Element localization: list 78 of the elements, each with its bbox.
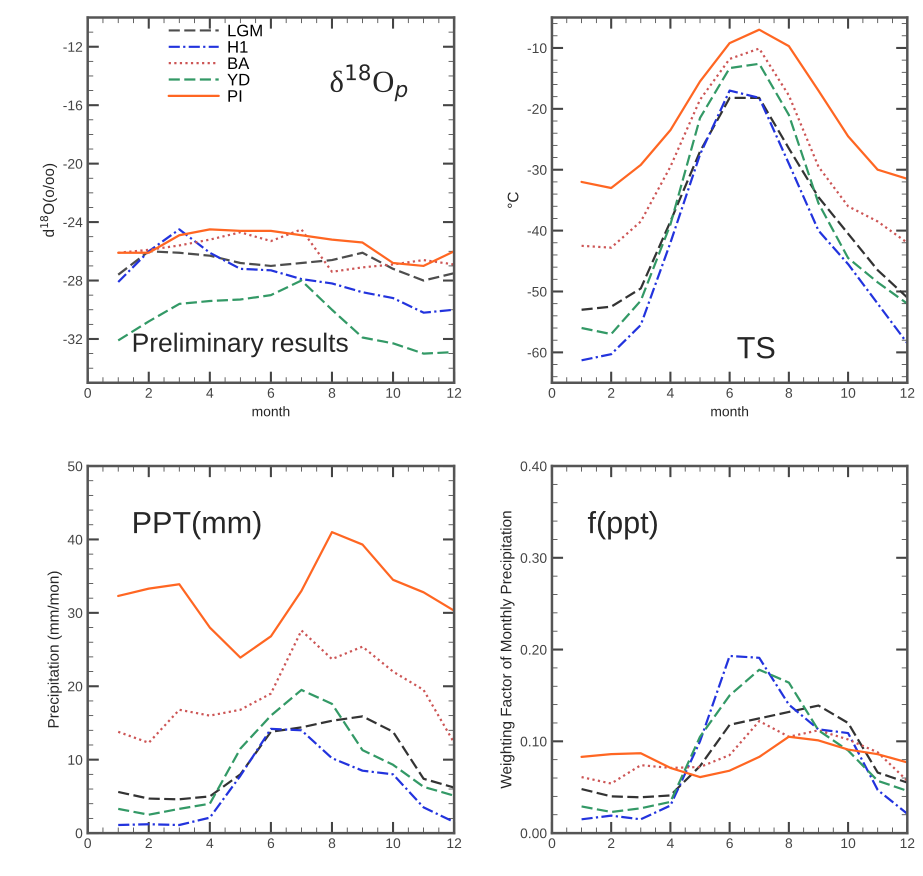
x-tick-label: 2 <box>146 388 152 398</box>
y-tick-label: 0.00 <box>520 828 547 838</box>
legend-label: YD <box>227 74 250 86</box>
line-series <box>580 96 908 311</box>
x-tick-label: 4 <box>666 388 674 398</box>
x-tick-label: 6 <box>268 388 274 398</box>
annotation: δ$^{18}$O$_{p}$ <box>330 64 408 102</box>
y-axis-title: Weighting Factor of Monthly Precipitation <box>500 511 515 789</box>
x-tick-label: 10 <box>386 838 400 848</box>
x-tick-label: 10 <box>386 388 400 398</box>
y-tick-label: -10 <box>528 43 547 54</box>
annotation: PPT(mm) <box>134 510 260 540</box>
y-tick-label: -50 <box>528 286 547 297</box>
legend-label: PI <box>228 90 242 102</box>
y-tick-label: -20 <box>528 104 547 114</box>
x-tick-label: 0 <box>84 838 92 848</box>
y-tick-label: 30 <box>68 608 82 618</box>
annotation: Preliminary results <box>134 332 348 358</box>
y-tick-label: -30 <box>528 165 547 175</box>
y-tick-label: 10 <box>68 755 82 765</box>
x-tick-label: 0 <box>548 388 556 398</box>
x-tick-label: 0 <box>84 388 92 398</box>
x-tick-label: 12 <box>900 388 914 398</box>
y-tick-label: -28 <box>63 276 82 286</box>
legend-label: BA <box>228 58 250 70</box>
y-axis-title: d$^{18}$O(o/oo) <box>40 164 58 237</box>
x-tick-label: 4 <box>666 838 674 848</box>
x-tick-label: 2 <box>608 388 614 398</box>
y-tick-label: 20 <box>68 682 82 692</box>
y-tick-label: -16 <box>63 100 82 110</box>
x-tick-label: 10 <box>841 838 856 848</box>
line-series <box>117 688 454 816</box>
legend-label: LGM <box>228 24 262 36</box>
x-axis-title: month <box>711 406 748 416</box>
y-tick-label: -40 <box>528 226 547 236</box>
x-tick-label: 12 <box>447 388 462 398</box>
line-series <box>580 736 908 778</box>
x-tick-label: 6 <box>726 388 733 398</box>
y-tick-label: 0.30 <box>520 553 547 563</box>
annotation: TS <box>737 336 774 359</box>
y-tick-label: -60 <box>528 348 547 358</box>
y-tick-label: -24 <box>63 217 82 228</box>
x-axis-title: month <box>252 406 290 416</box>
x-tick-label: 8 <box>328 838 336 848</box>
line-series <box>580 704 908 798</box>
y-tick-label: 0 <box>76 828 82 838</box>
annotation: f(ppt) <box>588 510 657 540</box>
line-series <box>580 28 908 190</box>
line-series <box>117 715 454 800</box>
x-tick-label: 2 <box>146 838 152 848</box>
y-tick-label: 40 <box>68 534 82 545</box>
x-tick-label: 12 <box>900 838 914 848</box>
x-tick-label: 4 <box>206 388 214 398</box>
x-tick-label: 2 <box>608 838 614 848</box>
x-tick-label: 8 <box>786 838 792 848</box>
y-axis-title: Precipitation (mm/mon) <box>48 572 62 728</box>
x-tick-label: 8 <box>786 388 792 398</box>
y-tick-label: 0.20 <box>520 644 547 655</box>
y-tick-label: -32 <box>63 334 82 344</box>
y-tick-label: 0.40 <box>520 461 547 472</box>
x-tick-label: 12 <box>447 838 462 848</box>
y-tick-label: 0.10 <box>520 736 547 746</box>
x-tick-label: 6 <box>268 838 274 848</box>
x-tick-label: 10 <box>841 388 856 398</box>
y-tick-label: -20 <box>63 158 82 169</box>
line-series <box>580 47 908 249</box>
y-tick-label: 50 <box>68 461 82 472</box>
y-tick-label: -12 <box>63 42 82 52</box>
line-series <box>580 89 908 362</box>
legend-label: H1 <box>228 41 248 53</box>
y-axis-title: °C <box>508 192 518 208</box>
line-series <box>580 720 908 785</box>
x-tick-label: 4 <box>206 838 214 848</box>
x-tick-label: 8 <box>328 388 336 398</box>
x-tick-label: 0 <box>548 838 556 848</box>
x-tick-label: 6 <box>726 838 733 848</box>
line-series <box>580 62 908 336</box>
line-series <box>117 629 454 744</box>
